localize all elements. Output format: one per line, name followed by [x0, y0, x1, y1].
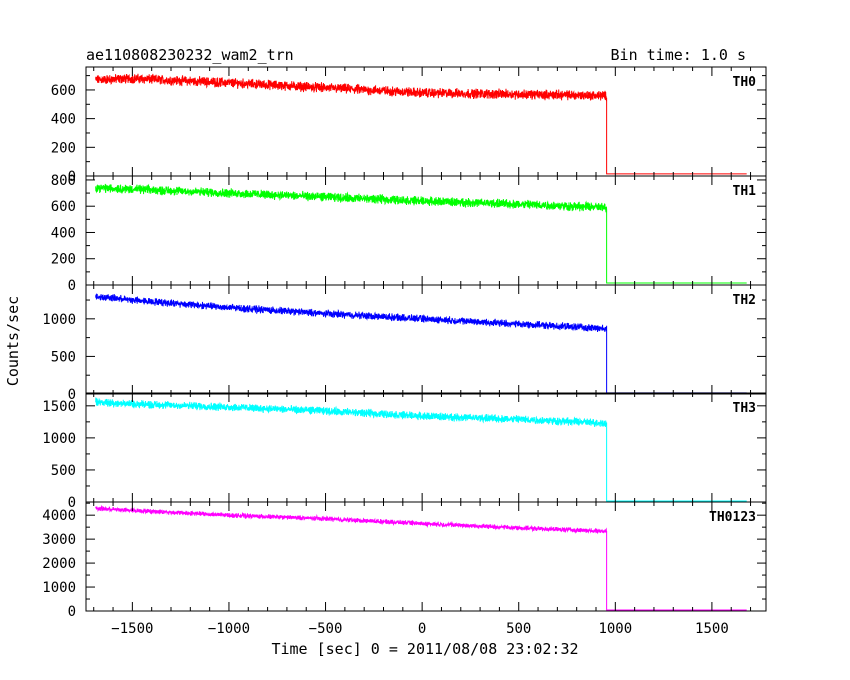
- x-tick-label: 500: [506, 621, 531, 637]
- band-label: TH0123: [709, 510, 756, 525]
- x-tick-label: −1500: [111, 621, 153, 637]
- y-tick-label: 400: [51, 225, 76, 241]
- bin-time-label: Bin time: 1.0 s: [611, 46, 746, 64]
- band-label: TH3: [733, 401, 756, 416]
- series-line-th0: [95, 73, 747, 175]
- panel-th3: 0 500 1000 1500 TH3: [42, 392, 767, 511]
- x-tick-label: 0: [418, 621, 426, 637]
- panel-frame: [85, 501, 767, 612]
- y-tick-label: 400: [51, 112, 76, 128]
- band-label: TH1: [733, 184, 757, 199]
- panel-frame: [85, 284, 767, 395]
- y-tick-label: 1000: [42, 580, 76, 596]
- panels-group: 0 200 400 600 TH0 0 200 400 600 800 TH1 0 500 1000 TH2…: [42, 66, 767, 637]
- series-line-th1: [95, 183, 747, 284]
- y-tick-label: 1500: [42, 399, 76, 415]
- x-tick-label: −500: [309, 621, 343, 637]
- x-tick-label: −1000: [208, 621, 250, 637]
- y-tick-label: 800: [51, 173, 76, 189]
- series-line-th0123: [95, 504, 747, 611]
- y-tick-label: 200: [51, 252, 76, 268]
- chart-title: ae110808230232_wam2_trn: [86, 46, 294, 64]
- y-tick-label: 600: [51, 199, 76, 215]
- panel-th0123: 0 1000 2000 3000 4000 TH0123: [42, 501, 767, 620]
- series-line-th2: [95, 293, 747, 394]
- band-label: TH2: [733, 293, 756, 308]
- series-line-th3: [95, 397, 747, 502]
- panel-th0: 0 200 400 600 TH0: [51, 66, 767, 185]
- x-axis-label: Time [sec] 0 = 2011/08/08 23:02:32: [271, 640, 578, 658]
- y-tick-label: 500: [51, 463, 76, 479]
- band-label: TH0: [733, 75, 757, 90]
- y-tick-label: 3000: [42, 532, 76, 548]
- y-tick-label: 1000: [42, 431, 76, 447]
- panel-frame: [85, 392, 767, 503]
- panel-th2: 0 500 1000 TH2: [42, 284, 767, 403]
- x-tick-label: 1000: [598, 621, 632, 637]
- y-axis-label: Counts/sec: [4, 296, 22, 386]
- y-tick-label: 0: [68, 604, 76, 620]
- y-tick-label: 200: [51, 140, 76, 156]
- y-tick-label: 600: [51, 83, 76, 99]
- panel-th1: 0 200 400 600 800 TH1: [51, 173, 767, 294]
- y-tick-label: 1000: [42, 312, 76, 328]
- y-tick-label: 0: [68, 278, 76, 294]
- y-tick-label: 4000: [42, 508, 76, 524]
- y-tick-label: 2000: [42, 556, 76, 572]
- x-tick-label: 1500: [695, 621, 729, 637]
- y-tick-label: 0: [68, 387, 76, 403]
- y-tick-label: 0: [68, 169, 76, 185]
- y-tick-label: 500: [51, 349, 76, 365]
- y-tick-label: 0: [68, 495, 76, 511]
